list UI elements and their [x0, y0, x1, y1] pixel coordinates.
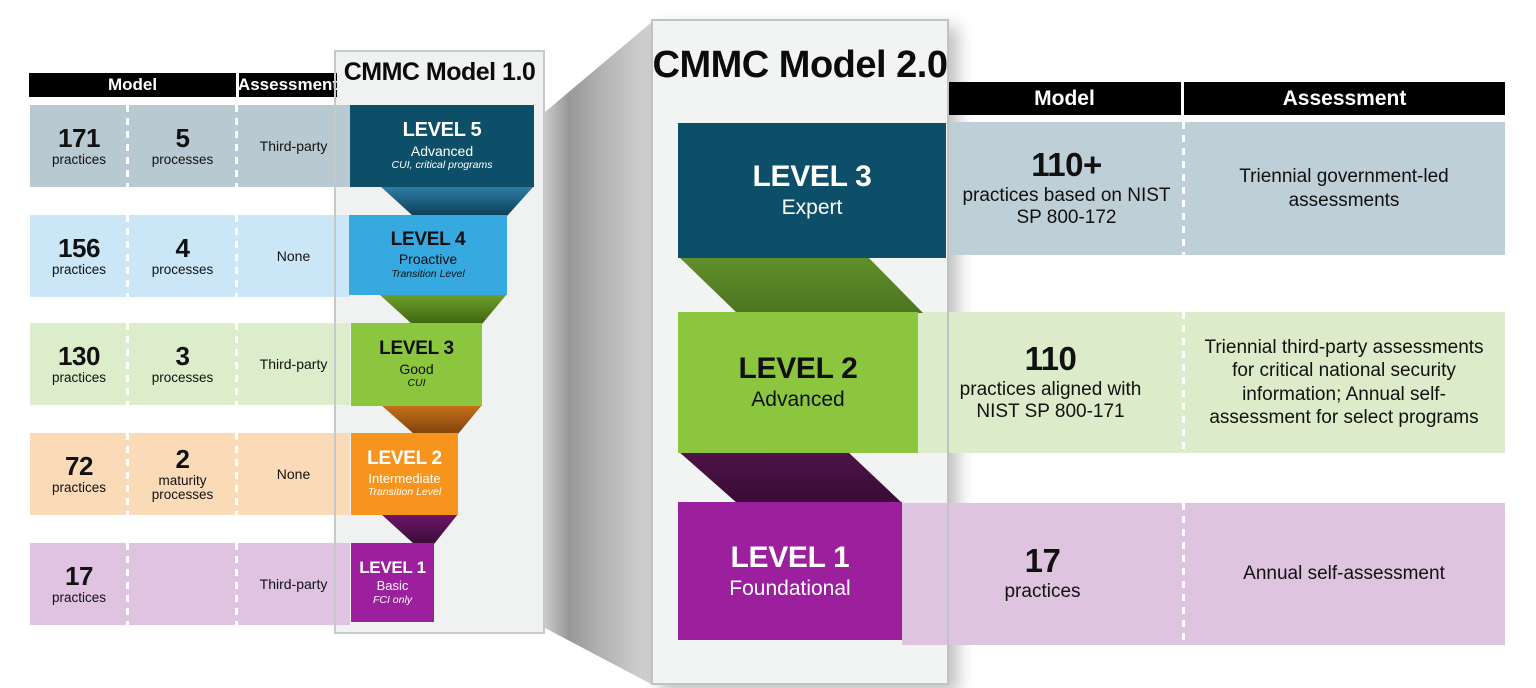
table-row: 110 practices aligned with NIST SP 800-17…: [918, 312, 1505, 453]
table-row: 72 practices 2 maturity processes None: [30, 433, 350, 515]
processes-label: processes: [151, 261, 214, 277]
model-column-header-right: Model: [948, 82, 1181, 115]
practices-label: practices: [51, 151, 107, 167]
assessment-text: Third-party: [259, 138, 328, 154]
column-divider: [126, 433, 129, 515]
table-row: 130 practices 3 processes Third-party: [30, 323, 350, 405]
practices-number: 130: [58, 340, 100, 371]
level-name: LEVEL 3: [379, 338, 454, 360]
practices-number: 110+: [1031, 145, 1102, 183]
processes-label: processes: [151, 369, 214, 385]
assessment-text: Triennial government-led assessments: [1239, 166, 1449, 211]
level-sublabel: Transition Level: [367, 486, 442, 499]
processes-label: maturity processes: [151, 472, 214, 502]
column-divider: [235, 105, 238, 187]
level-block-10-3: LEVEL 3 Good CUI: [351, 323, 482, 406]
level-sublabel: Transition Level: [391, 267, 465, 280]
cmmc10-title: CMMC Model 1.0: [343, 58, 536, 86]
table-row: 156 practices 4 processes None: [30, 215, 350, 297]
level-name: LEVEL 1: [730, 540, 850, 574]
column-divider: [235, 215, 238, 297]
level-block-10-2: LEVEL 2 Intermediate Transition Level: [351, 433, 458, 515]
level-name: LEVEL 2: [367, 448, 442, 470]
level-name: LEVEL 4: [390, 228, 466, 250]
level-sublabel: FCI only: [372, 593, 413, 606]
practices-label: practices: [51, 589, 107, 605]
level-label: Advanced: [410, 142, 474, 159]
assessment-column-header-left: Assessment: [238, 73, 338, 97]
model-column-header-left: Model: [29, 73, 236, 97]
column-divider: [235, 323, 238, 405]
practices-label: practices: [51, 261, 107, 277]
level-sublabel: CUI, critical programs: [391, 159, 493, 172]
practices-desc: practices: [1004, 581, 1081, 603]
level-label: Intermediate: [368, 470, 441, 486]
practices-number: 110: [1024, 339, 1077, 377]
column-divider: [126, 323, 129, 405]
level-sublabel: CUI: [407, 377, 426, 390]
column-divider: [1182, 503, 1185, 645]
level-block-10-1: LEVEL 1 Basic FCI only: [351, 543, 434, 622]
assessment-text: Third-party: [259, 356, 328, 372]
level-name: LEVEL 2: [738, 352, 858, 386]
assessment-column-header-right: Assessment: [1184, 82, 1505, 115]
level-name: LEVEL 5: [402, 119, 482, 142]
column-divider: [126, 105, 129, 187]
processes-number: 5: [175, 122, 190, 153]
processes-label: processes: [151, 151, 214, 167]
column-divider: [126, 215, 129, 297]
level-block-10-4: LEVEL 4 Proactive Transition Level: [349, 215, 507, 295]
practices-number: 17: [65, 560, 93, 591]
column-divider: [126, 543, 129, 625]
practices-number: 171: [58, 122, 100, 153]
practices-number: 72: [65, 450, 93, 481]
practices-number: 17: [1024, 542, 1061, 580]
practices-label: practices: [51, 369, 107, 385]
assessment-text: Triennial third-party assessments for cr…: [1204, 337, 1484, 428]
processes-number: 2: [175, 443, 190, 474]
column-divider: [235, 433, 238, 515]
level-block-20-2: LEVEL 2 Advanced: [678, 312, 918, 453]
level-name: LEVEL 1: [359, 558, 426, 578]
level-label: Proactive: [398, 251, 458, 268]
processes-number: 3: [175, 340, 190, 371]
level-block-10-5: LEVEL 5 Advanced CUI, critical programs: [350, 105, 534, 187]
cmmc20-title: CMMC Model 2.0: [652, 44, 948, 86]
practices-label: practices: [51, 479, 107, 495]
level-label: Good: [399, 360, 434, 377]
table-row: 17 practices Annual self-assessment: [902, 503, 1505, 645]
level-name: LEVEL 3: [752, 160, 872, 194]
assessment-text: Annual self-assessment: [1243, 563, 1445, 585]
practices-desc: practices aligned with NIST SP 800-171: [959, 378, 1142, 422]
level-block-20-3: LEVEL 3 Expert: [678, 123, 946, 258]
practices-desc: practices based on NIST SP 800-172: [962, 184, 1171, 228]
column-divider: [235, 543, 238, 625]
column-divider: [1182, 122, 1185, 255]
level-label: Advanced: [751, 388, 845, 412]
level-label: Basic: [376, 578, 409, 594]
table-row: 17 practices Third-party: [30, 543, 350, 625]
level-block-20-1: LEVEL 1 Foundational: [678, 502, 902, 640]
level-label: Foundational: [729, 576, 851, 600]
assessment-text: None: [276, 466, 311, 482]
assessment-text: Third-party: [259, 576, 328, 592]
level-label: Expert: [781, 196, 843, 220]
column-divider: [1182, 312, 1185, 453]
processes-number: 4: [175, 232, 190, 263]
practices-number: 156: [58, 232, 100, 263]
table-row: 171 practices 5 processes Third-party: [30, 105, 350, 187]
assessment-text: None: [276, 248, 311, 264]
table-row: 110+ practices based on NIST SP 800-172 T…: [950, 122, 1505, 255]
